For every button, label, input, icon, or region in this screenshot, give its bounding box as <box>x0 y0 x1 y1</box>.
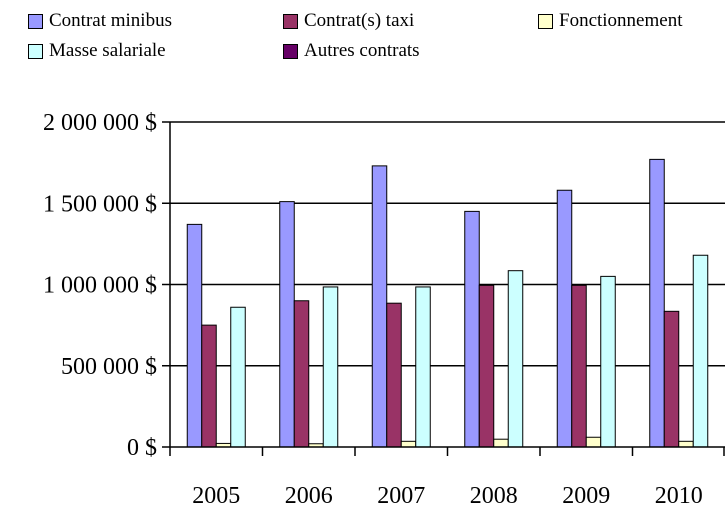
bars <box>186 158 709 448</box>
legend-swatch <box>283 43 298 59</box>
tick-labels: 0 $ 500 000 $ 1 000 000 $ 1 500 000 $ 2 000 … <box>43 110 703 506</box>
bar <box>478 284 495 448</box>
legend-label: Masse salariale <box>49 40 166 61</box>
bar <box>678 440 694 448</box>
legend: Contrat minibus Contrat(s) taxi Fonction… <box>0 0 725 70</box>
bar <box>556 189 573 448</box>
y-tick-label: 2 000 000 $ <box>43 110 157 136</box>
bar <box>649 158 665 448</box>
legend-item-fonctionnement: Fonctionnement <box>538 10 682 32</box>
legend-label: Fonctionnement <box>559 10 683 31</box>
x-tick-label: 2007 <box>377 483 425 506</box>
bar <box>571 284 587 448</box>
bar <box>186 223 203 448</box>
bar <box>371 165 388 448</box>
bar <box>493 438 509 448</box>
bar <box>230 306 246 448</box>
x-tick-label: 2010 <box>655 483 703 506</box>
y-tick-label: 0 $ <box>127 435 157 461</box>
legend-item-contrats-taxi: Contrat(s) taxi <box>283 10 414 32</box>
bar <box>415 286 431 448</box>
legend-swatch <box>538 13 553 29</box>
x-tick-label: 2008 <box>470 483 518 506</box>
bar <box>293 300 310 448</box>
y-tick-label: 500 000 $ <box>61 354 157 380</box>
bar <box>585 436 602 448</box>
bar <box>386 302 402 448</box>
legend-item-masse-salariale: Masse salariale <box>28 40 166 62</box>
legend-label: Contrat minibus <box>49 10 172 31</box>
x-tick-label: 2005 <box>192 483 240 506</box>
x-tick-label: 2006 <box>285 483 333 506</box>
legend-item-contrat-minibus: Contrat minibus <box>28 10 172 32</box>
bar <box>279 201 295 448</box>
bar <box>507 270 524 448</box>
legend-label: Contrat(s) taxi <box>304 10 415 31</box>
legend-swatch <box>28 13 43 29</box>
gridlines <box>170 121 725 367</box>
legend-item-autres-contrats: Autres contrats <box>283 40 420 62</box>
bar <box>464 210 480 448</box>
axes <box>162 121 725 456</box>
y-tick-label: 1 000 000 $ <box>43 273 157 299</box>
y-tick-label: 1 500 000 $ <box>43 191 157 217</box>
bar <box>400 440 417 448</box>
legend-swatch <box>283 13 298 29</box>
legend-swatch <box>28 43 43 59</box>
bar <box>600 275 616 448</box>
legend-label: Autres contrats <box>304 40 420 61</box>
bar <box>201 324 217 448</box>
bar <box>322 286 339 448</box>
x-tick-label: 2009 <box>562 483 610 506</box>
bar <box>663 310 680 448</box>
bar <box>692 254 709 448</box>
